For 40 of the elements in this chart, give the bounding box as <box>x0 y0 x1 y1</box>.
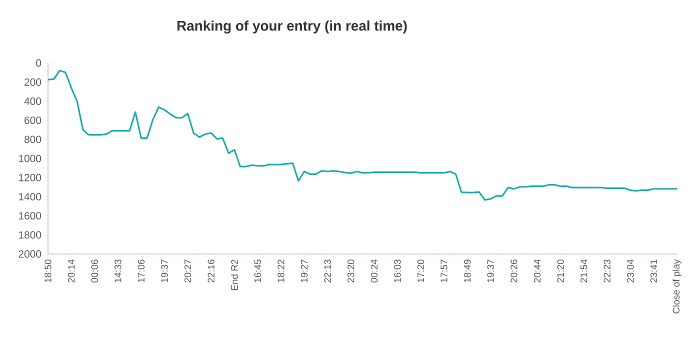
x-tick-label: 00:06 <box>91 260 98 283</box>
x-tick-label: 17:06 <box>138 260 145 282</box>
x-tick-label: 19:27 <box>300 260 308 282</box>
x-tick-label: 20:26 <box>510 260 518 282</box>
x-tick-label: 19:37 <box>161 260 168 282</box>
y-tick-label: 600 <box>24 116 42 124</box>
x-tick-label: End R2 <box>230 260 238 290</box>
y-tick-label: 200 <box>24 78 42 86</box>
x-tick-label: 21:54 <box>580 259 588 282</box>
chart-title: Ranking of your entry (in real time) <box>177 20 407 34</box>
y-tick-label: 400 <box>24 98 42 105</box>
y-tick-label: 0 <box>36 59 42 67</box>
x-tick-label: 20:27 <box>184 260 192 282</box>
y-tick-label: 800 <box>24 136 42 144</box>
y-tick-label: 1600 <box>19 212 42 220</box>
x-tick-label: 23:20 <box>348 260 354 282</box>
x-tick-label: 17:57 <box>440 260 448 282</box>
x-tick-label: 22:13 <box>324 260 331 282</box>
x-tick-label: 17:20 <box>417 260 424 282</box>
x-tick-label: 19:37 <box>487 260 494 282</box>
x-tick-label: 18:22 <box>278 260 284 282</box>
y-tick-label: 1800 <box>19 231 42 239</box>
x-tick-label: 18:50 <box>44 260 52 282</box>
x-tick-label: 23:41 <box>650 260 658 282</box>
y-tick-label: 1200 <box>19 174 42 182</box>
x-tick-label: 20:14 <box>68 259 75 282</box>
y-tick-label: 2000 <box>18 250 42 258</box>
x-tick-label: 14:33 <box>114 260 122 282</box>
x-tick-label: Close of play <box>672 259 682 314</box>
x-tick-label: 22:23 <box>604 260 610 282</box>
x-tick-label: 23:04 <box>627 259 634 282</box>
x-tick-label: 18:49 <box>464 260 471 282</box>
x-tick-label: 20:44 <box>534 259 541 282</box>
y-tick-label: 1000 <box>19 154 42 162</box>
x-tick-label: 22:16 <box>208 260 214 282</box>
y-tick-label: 1400 <box>19 193 42 200</box>
x-tick-label: 00:24 <box>370 259 378 283</box>
x-tick-label: 21:20 <box>557 260 564 282</box>
x-tick-label: 16:45 <box>254 260 262 282</box>
x-tick-label: 16:03 <box>394 260 401 282</box>
